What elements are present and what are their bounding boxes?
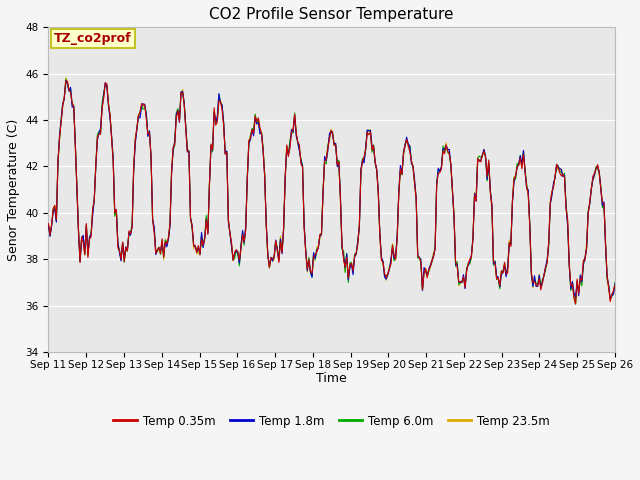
Y-axis label: Senor Temperature (C): Senor Temperature (C) bbox=[7, 119, 20, 261]
Title: CO2 Profile Sensor Temperature: CO2 Profile Sensor Temperature bbox=[209, 7, 454, 22]
Legend: Temp 0.35m, Temp 1.8m, Temp 6.0m, Temp 23.5m: Temp 0.35m, Temp 1.8m, Temp 6.0m, Temp 2… bbox=[109, 410, 555, 432]
X-axis label: Time: Time bbox=[316, 372, 347, 385]
Text: TZ_co2prof: TZ_co2prof bbox=[54, 32, 132, 45]
